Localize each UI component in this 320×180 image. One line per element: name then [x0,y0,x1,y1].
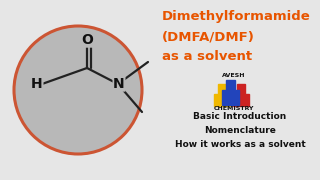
Text: How it works as a solvent: How it works as a solvent [175,140,305,149]
Text: O: O [81,33,93,47]
Text: Basic Introduction: Basic Introduction [193,112,287,121]
Text: (DMFA/DMF): (DMFA/DMF) [162,30,255,43]
Text: N: N [113,77,125,91]
Circle shape [14,26,142,154]
Text: CHEMISTRY: CHEMISTRY [214,106,254,111]
Text: Nomenclature: Nomenclature [204,126,276,135]
Text: H: H [31,77,43,91]
Polygon shape [214,84,230,106]
Text: AVESH: AVESH [222,73,246,78]
Polygon shape [222,80,239,105]
Polygon shape [233,84,249,106]
Text: Dimethylformamide: Dimethylformamide [162,10,311,23]
Text: as a solvent: as a solvent [162,50,252,63]
